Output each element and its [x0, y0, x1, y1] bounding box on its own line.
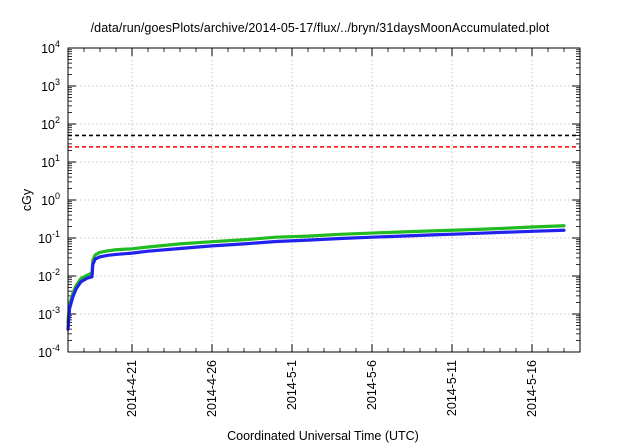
y-tick-label: 104 [41, 39, 60, 56]
plot-frame [67, 47, 581, 353]
y-tick-label: 10-4 [38, 343, 60, 360]
x-tick-label: 2014-5-16 [525, 360, 539, 417]
x-tick-label: 2014-5-1 [285, 360, 299, 410]
chart-title: /data/run/goesPlots/archive/2014-05-17/f… [90, 21, 550, 35]
y-tick-label: 103 [41, 77, 60, 94]
y-tick-label: 100 [41, 191, 60, 208]
x-tick-label: 2014-5-6 [365, 360, 379, 410]
y-tick-label: 101 [41, 153, 60, 170]
y-tick-label: 10-1 [38, 229, 60, 246]
dose-series-blue [66, 228, 566, 331]
y-tick-label: 10-3 [38, 305, 60, 322]
y-tick-label: 10-2 [38, 267, 60, 284]
dose-series-green [66, 224, 566, 325]
y-axis-label: cGy [20, 188, 34, 212]
x-axis-label: Coordinated Universal Time (UTC) [227, 429, 419, 443]
y-tick-label: 102 [41, 115, 60, 132]
x-tick-label: 2014-4-21 [125, 360, 139, 417]
x-tick-label: 2014-5-11 [445, 360, 459, 416]
x-tick-label: 2014-4-26 [205, 360, 219, 417]
